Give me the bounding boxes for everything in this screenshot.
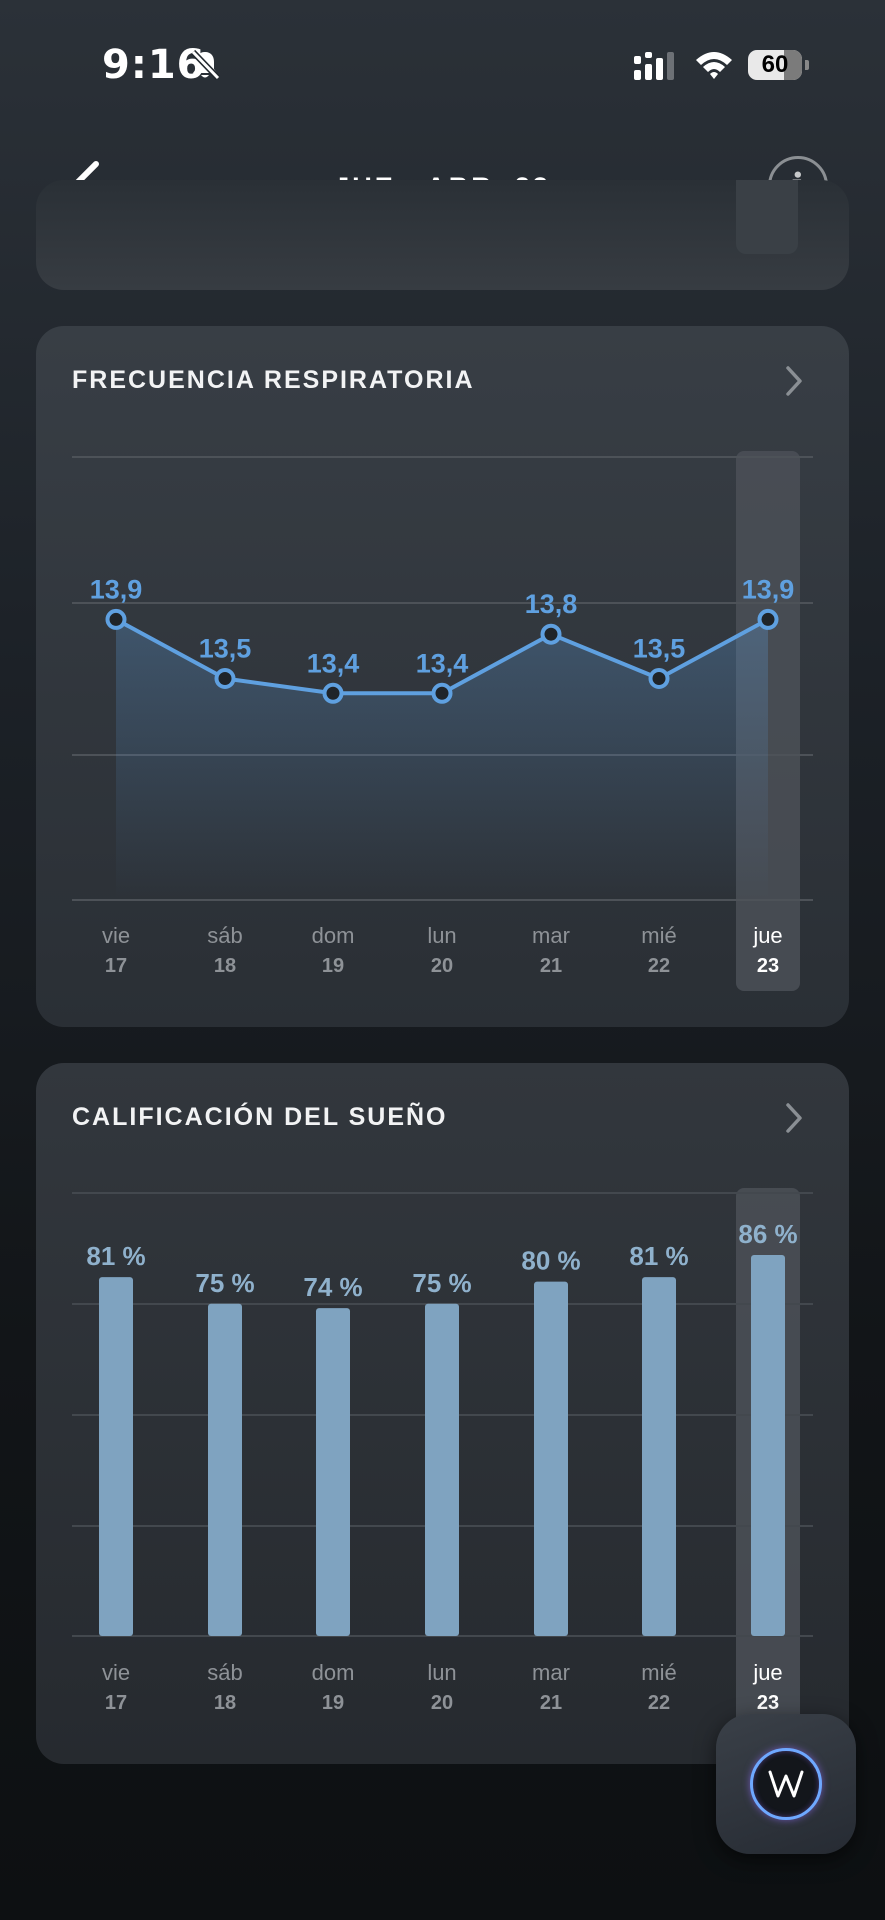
data-point bbox=[540, 623, 562, 645]
status-time: 9:16 bbox=[102, 42, 206, 88]
x-tick-day-number: 19 bbox=[322, 955, 344, 977]
respiratory-rate-card[interactable]: FRECUENCIA RESPIRATORIA 13,9 13,5 13,4 13,4… bbox=[36, 326, 849, 1027]
bar bbox=[316, 1308, 350, 1636]
data-label: 13,8 bbox=[525, 589, 578, 619]
data-label: 80 % bbox=[521, 1246, 580, 1276]
previous-card bbox=[36, 180, 849, 290]
x-tick-day-of-week: dom bbox=[312, 1660, 355, 1685]
x-tick-day-of-week: jue bbox=[752, 1660, 782, 1685]
x-tick-day-number: 21 bbox=[540, 1692, 562, 1714]
x-tick-day-of-week: mar bbox=[532, 1660, 570, 1685]
x-tick-day-of-week: lun bbox=[427, 1660, 456, 1685]
chevron-right-icon[interactable] bbox=[784, 364, 804, 398]
bar bbox=[534, 1281, 568, 1636]
x-tick-day-number: 23 bbox=[757, 1692, 779, 1714]
data-label: 75 % bbox=[195, 1268, 254, 1298]
data-label: 13,4 bbox=[307, 648, 360, 678]
whoop-logo-ring bbox=[750, 1748, 822, 1820]
whoop-logo-icon bbox=[768, 1770, 804, 1798]
bar bbox=[99, 1277, 133, 1636]
data-point bbox=[214, 668, 236, 689]
x-tick-day-of-week: lun bbox=[427, 923, 456, 948]
data-label: 13,4 bbox=[416, 648, 469, 678]
data-label: 13,9 bbox=[90, 574, 143, 604]
x-tick-day-of-week: vie bbox=[102, 923, 130, 948]
whoop-coach-button[interactable] bbox=[716, 1714, 856, 1854]
x-tick-day-of-week: sáb bbox=[207, 1660, 242, 1685]
bar bbox=[751, 1255, 785, 1636]
card-title: FRECUENCIA RESPIRATORIA bbox=[72, 366, 475, 394]
data-point bbox=[431, 682, 453, 704]
x-tick-day-number: 21 bbox=[540, 955, 562, 977]
x-tick-day-of-week: dom bbox=[312, 923, 355, 948]
x-tick-day-of-week: mié bbox=[641, 923, 676, 948]
data-point bbox=[757, 608, 779, 630]
data-label: 13,5 bbox=[199, 634, 252, 664]
respiratory-rate-chart: 13,9 13,5 13,4 13,4 13,8 13,5 13,9 vie 17 sáb 18 do… bbox=[72, 451, 813, 991]
x-tick-day-of-week: mié bbox=[641, 1660, 676, 1685]
x-tick-day-number: 20 bbox=[431, 955, 453, 977]
data-label: 86 % bbox=[738, 1219, 797, 1249]
data-label: 13,9 bbox=[742, 574, 795, 604]
x-tick-day-of-week: mar bbox=[532, 923, 570, 948]
status-bar: 9:16 60 bbox=[0, 0, 885, 130]
data-label: 74 % bbox=[303, 1272, 362, 1302]
x-tick-day-number: 23 bbox=[757, 955, 779, 977]
data-point bbox=[105, 608, 127, 630]
bar bbox=[208, 1303, 242, 1636]
x-tick-day-number: 19 bbox=[322, 1692, 344, 1714]
x-tick-day-of-week: vie bbox=[102, 1660, 130, 1685]
selected-day-highlight bbox=[736, 180, 798, 254]
x-tick-day-number: 18 bbox=[214, 1692, 236, 1714]
x-tick-day-number: 17 bbox=[105, 1692, 127, 1714]
x-tick-day-number: 20 bbox=[431, 1692, 453, 1714]
x-tick-day-of-week: sáb bbox=[207, 923, 242, 948]
card-title: CALIFICACIÓN DEL SUEÑO bbox=[72, 1103, 448, 1131]
chevron-right-icon[interactable] bbox=[784, 1101, 804, 1135]
sleep-score-card[interactable]: CALIFICACIÓN DEL SUEÑO 81 % 75 % 74 % 75 % 8… bbox=[36, 1063, 849, 1764]
x-tick-day-number: 17 bbox=[105, 955, 127, 977]
line-area-fill bbox=[116, 619, 768, 900]
x-tick-day-number: 22 bbox=[648, 955, 670, 977]
bell-slash-icon bbox=[190, 49, 221, 81]
battery-icon: 60 bbox=[748, 50, 810, 80]
bar bbox=[425, 1303, 459, 1636]
data-label: 81 % bbox=[629, 1241, 688, 1271]
bar bbox=[642, 1277, 676, 1636]
battery-level: 60 bbox=[761, 51, 789, 78]
sleep-score-chart: 81 % 75 % 74 % 75 % 80 % 81 % 86 % vie 17 sáb 18 do… bbox=[72, 1188, 813, 1728]
data-label: 81 % bbox=[86, 1241, 145, 1271]
wifi-icon bbox=[696, 52, 732, 79]
data-label: 13,5 bbox=[633, 634, 686, 664]
data-point bbox=[648, 668, 670, 689]
data-point bbox=[322, 682, 344, 704]
x-tick-day-number: 18 bbox=[214, 955, 236, 977]
cellular-signal-icon bbox=[634, 52, 674, 80]
x-tick-day-of-week: jue bbox=[752, 923, 782, 948]
data-label: 75 % bbox=[412, 1268, 471, 1298]
x-tick-day-number: 22 bbox=[648, 1692, 670, 1714]
